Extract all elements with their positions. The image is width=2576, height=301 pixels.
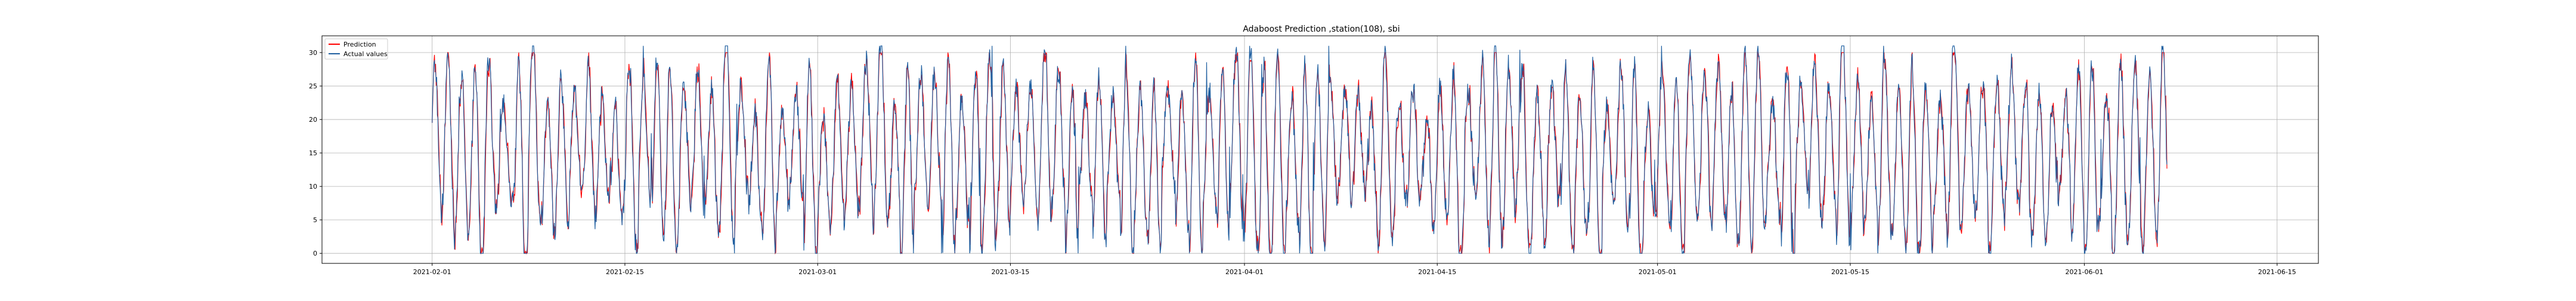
x-axis: 2021-02-01 2021-02-15 2021-03-01 2021-03-15… xyxy=(413,263,2296,276)
series-group xyxy=(432,45,2168,255)
legend-label-prediction: Prediction xyxy=(343,41,376,48)
y-axis: 0 5 10 15 20 25 30 xyxy=(309,49,322,257)
x-tick-label: 2021-06-01 xyxy=(2066,268,2104,276)
x-tick-label: 2021-04-01 xyxy=(1225,268,1264,276)
y-tick-label: 30 xyxy=(309,49,317,57)
legend: Prediction Actual values xyxy=(324,38,388,60)
y-tick-label: 20 xyxy=(309,116,317,124)
x-tick-label: 2021-05-01 xyxy=(1639,268,1677,276)
x-tick-label: 2021-02-15 xyxy=(606,268,644,276)
x-tick-label: 2021-05-15 xyxy=(1831,268,1869,276)
x-tick-label: 2021-03-01 xyxy=(798,268,837,276)
y-tick-label: 10 xyxy=(309,183,317,191)
plot-area xyxy=(321,35,2319,264)
y-tick-label: 15 xyxy=(309,149,317,157)
x-tick-label: 2021-02-01 xyxy=(413,268,451,276)
legend-label-actual: Actual values xyxy=(343,50,388,58)
chart-title: Adaboost Prediction ,station(108), sbi xyxy=(1243,24,1400,34)
legend-box xyxy=(324,38,388,60)
x-tick-label: 2021-03-15 xyxy=(992,268,1030,276)
y-tick-label: 5 xyxy=(313,216,317,224)
series-line-actual-values xyxy=(432,45,2168,254)
y-tick-label: 25 xyxy=(309,82,317,90)
x-tick-label: 2021-04-15 xyxy=(1418,268,1456,276)
y-tick-label: 0 xyxy=(313,250,317,257)
x-tick-label: 2021-06-15 xyxy=(2258,268,2296,276)
